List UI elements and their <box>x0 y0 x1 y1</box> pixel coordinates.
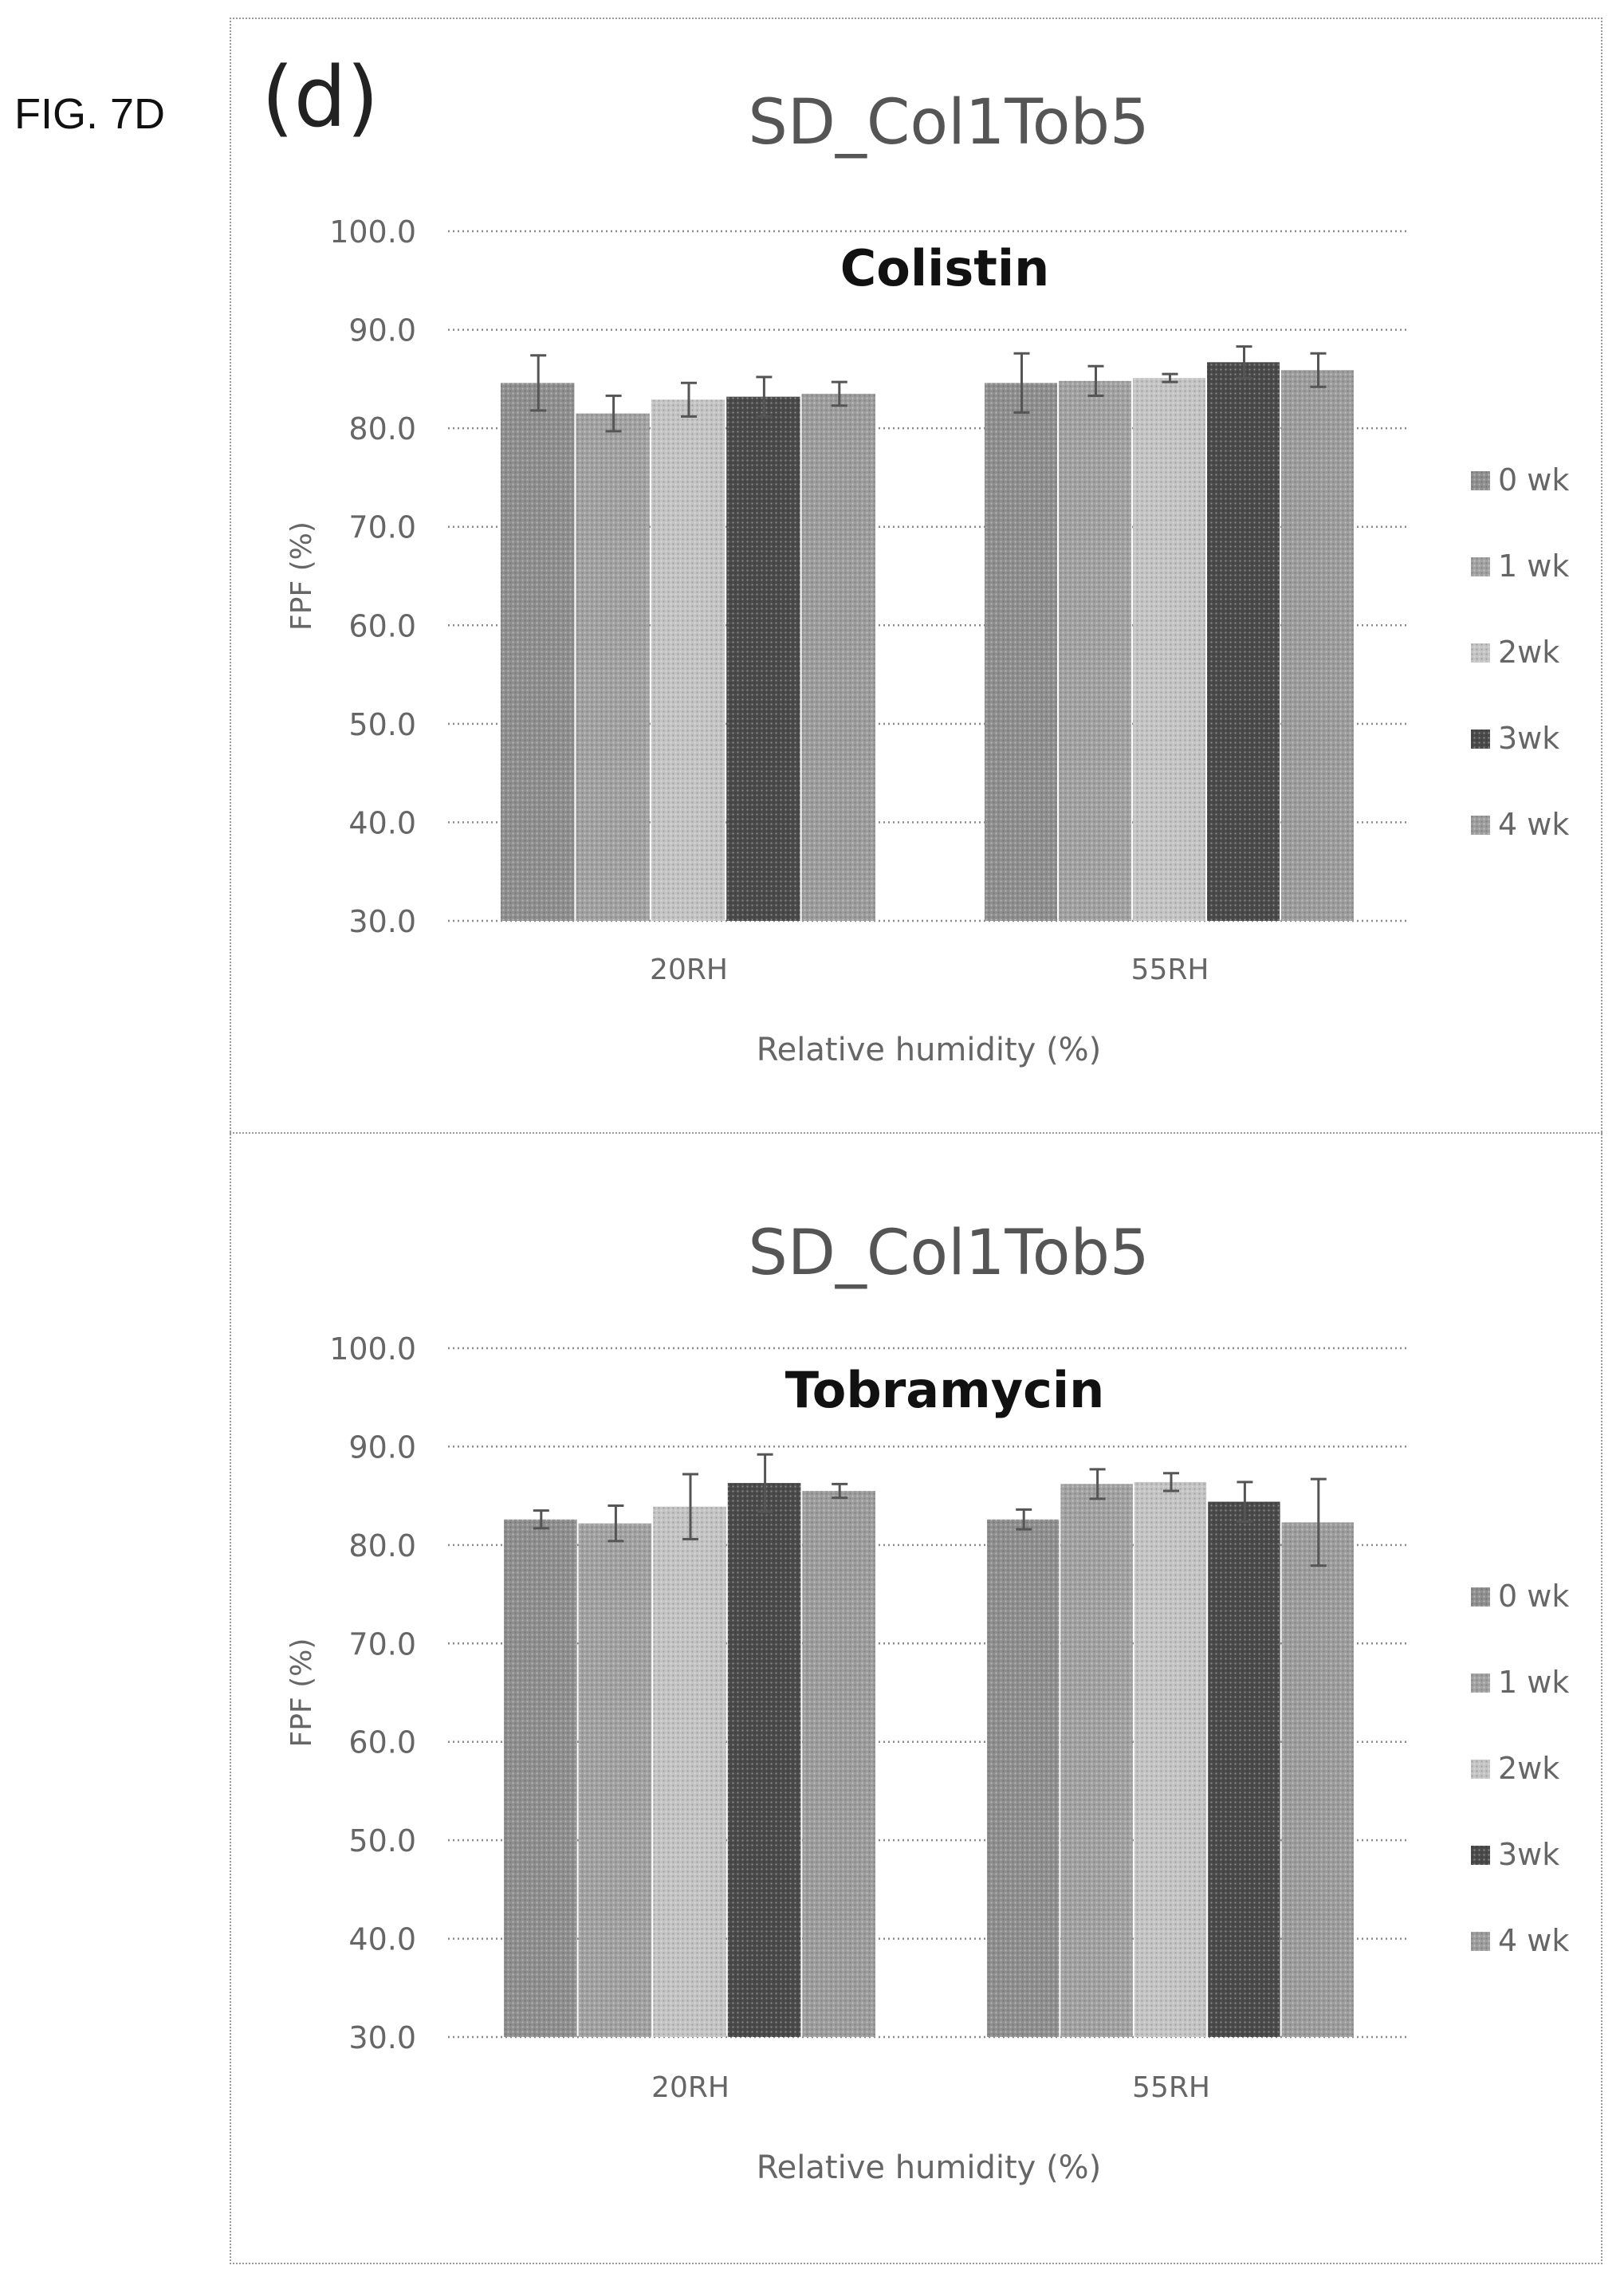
y-tick-label: 40.0 <box>348 805 416 840</box>
legend-swatch <box>1471 1932 1490 1951</box>
y-tick-label: 80.0 <box>348 411 416 446</box>
bar <box>987 1519 1060 2037</box>
chart-subtitle: Tobramycin <box>785 1361 1105 1419</box>
legend-swatch <box>1471 1673 1490 1693</box>
x-axis-label: Relative humidity (%) <box>757 2149 1102 2186</box>
y-tick-label: 90.0 <box>348 1430 416 1465</box>
bar <box>1281 370 1354 921</box>
figure-label: FIG. 7D <box>14 90 166 138</box>
legend-label: 0 wk <box>1498 1579 1569 1614</box>
legend-label: 1 wk <box>1498 1665 1569 1700</box>
bar <box>501 383 575 921</box>
y-tick-label: 80.0 <box>348 1528 416 1563</box>
bar <box>985 383 1057 921</box>
bar <box>801 393 875 922</box>
y-tick-label: 50.0 <box>348 707 416 742</box>
bar <box>726 396 800 922</box>
y-tick-label: 70.0 <box>348 1626 416 1662</box>
y-tick-label: 70.0 <box>348 510 416 545</box>
bar <box>576 413 650 921</box>
bar <box>651 399 725 921</box>
legend-swatch <box>1471 1587 1490 1607</box>
legend-swatch <box>1471 557 1490 576</box>
chart-tobramycin: SD_Col1Tob5 Tobramycin 30.0 40.0 50.0 60.0 70.… <box>285 1217 1569 2186</box>
y-axis-label: FPF (%) <box>285 1638 318 1748</box>
y-tick-label: 30.0 <box>348 904 416 939</box>
bar <box>1133 378 1205 921</box>
legend-label: 3wk <box>1498 721 1559 756</box>
legend-swatch <box>1471 643 1490 663</box>
x-tick-label: 55RH <box>1131 954 1209 986</box>
legend-swatch <box>1471 471 1490 490</box>
x-tick-label: 20RH <box>651 2071 729 2104</box>
bar <box>1134 1481 1207 2037</box>
x-axis-label: Relative humidity (%) <box>757 1032 1102 1068</box>
x-tick-label: 55RH <box>1132 2071 1210 2104</box>
chart-title: SD_Col1Tob5 <box>748 87 1149 159</box>
x-tick-label: 20RH <box>650 954 728 986</box>
y-tick-label: 50.0 <box>348 1823 416 1858</box>
panel-frame <box>230 18 1602 2264</box>
legend-label: 4 wk <box>1498 1923 1569 1958</box>
bar <box>1208 1501 1280 2037</box>
bar <box>1207 362 1280 922</box>
legend-label: 4 wk <box>1498 807 1569 842</box>
bar <box>1281 1522 1354 2037</box>
panel-divider <box>230 1132 1602 1134</box>
chart-title: SD_Col1Tob5 <box>748 1217 1149 1289</box>
bar <box>578 1523 652 2037</box>
y-tick-label: 30.0 <box>348 2020 416 2055</box>
legend-label: 2wk <box>1498 635 1559 670</box>
y-tick-label: 90.0 <box>348 313 416 348</box>
y-tick-label: 100.0 <box>329 1331 416 1367</box>
chart-colistin: SD_Col1Tob5 Colistin 30.0 40.0 50.0 60.0 70.0 8… <box>285 87 1569 1068</box>
y-tick-label: 60.0 <box>348 1725 416 1760</box>
bar <box>653 1506 726 2037</box>
legend-label: 3wk <box>1498 1837 1559 1872</box>
y-tick-label: 40.0 <box>348 1922 416 1957</box>
bar <box>727 1483 801 2037</box>
legend-label: 2wk <box>1498 1751 1559 1786</box>
legend-swatch <box>1471 730 1490 749</box>
bar <box>1059 380 1131 921</box>
y-axis-label: FPF (%) <box>285 521 318 631</box>
bar <box>504 1519 577 2037</box>
legend-swatch <box>1471 1846 1490 1865</box>
bar <box>1060 1484 1133 2037</box>
chart-subtitle: Colistin <box>840 239 1050 297</box>
panel-letter: (d) <box>261 49 379 146</box>
y-tick-label: 100.0 <box>329 214 416 250</box>
legend-swatch <box>1471 1760 1490 1779</box>
legend-label: 0 wk <box>1498 462 1569 498</box>
bar <box>802 1490 875 2037</box>
y-tick-label: 60.0 <box>348 608 416 643</box>
legend-swatch <box>1471 816 1490 835</box>
legend-label: 1 wk <box>1498 549 1569 584</box>
